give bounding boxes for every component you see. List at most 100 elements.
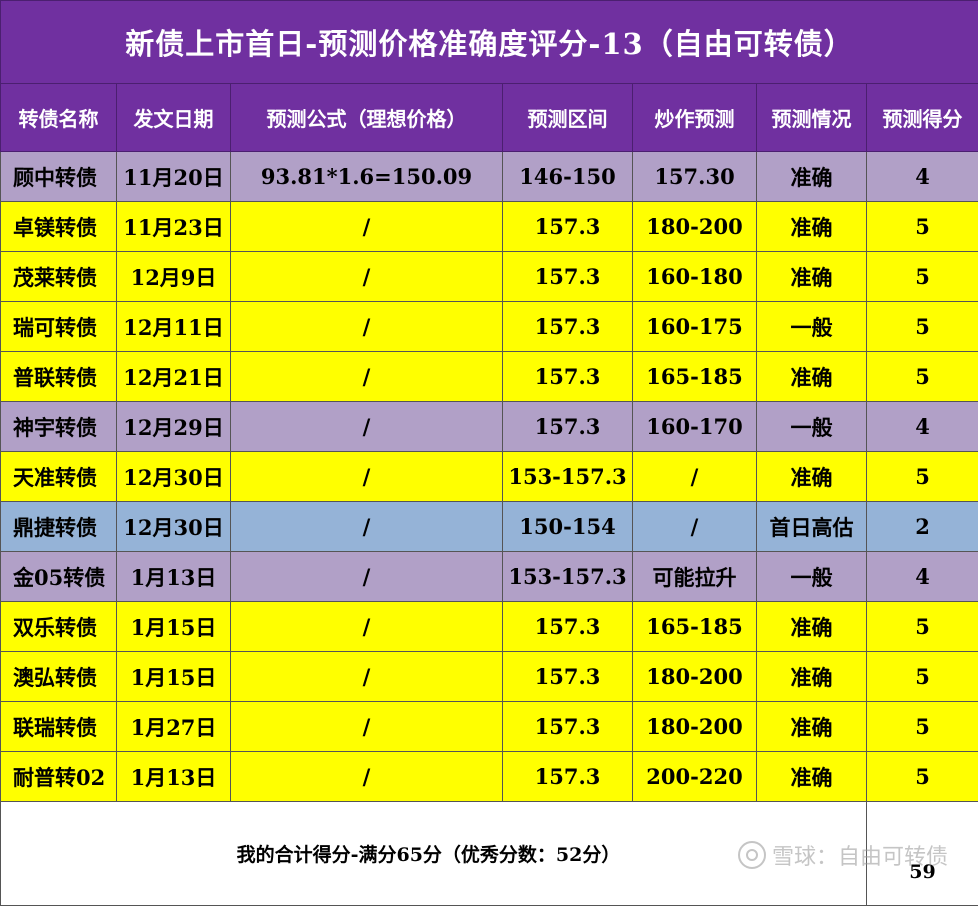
cell-range: 157.3 xyxy=(503,202,633,252)
cell-status: 准确 xyxy=(757,652,867,702)
cell-date: 1月15日 xyxy=(117,652,231,702)
watermark-text: 雪球：自由可转债 xyxy=(772,839,948,871)
cell-formula: / xyxy=(231,202,503,252)
cell-range: 157.3 xyxy=(503,402,633,452)
cell-date: 12月11日 xyxy=(117,302,231,352)
cell-name: 澳弘转债 xyxy=(1,652,117,702)
cell-name: 鼎捷转债 xyxy=(1,502,117,552)
cell-hype: 180-200 xyxy=(633,702,757,752)
cell-range: 153-157.3 xyxy=(503,552,633,602)
cell-score: 5 xyxy=(867,302,978,352)
cell-range: 157.3 xyxy=(503,302,633,352)
header-date: 发文日期 xyxy=(117,84,231,152)
cell-status: 准确 xyxy=(757,602,867,652)
cell-status: 一般 xyxy=(757,302,867,352)
cell-status: 一般 xyxy=(757,402,867,452)
cell-hype: 160-175 xyxy=(633,302,757,352)
cell-formula: / xyxy=(231,702,503,752)
cell-formula: / xyxy=(231,452,503,502)
cell-range: 157.3 xyxy=(503,252,633,302)
cell-score: 4 xyxy=(867,402,978,452)
header-name: 转债名称 xyxy=(1,84,117,152)
cell-date: 12月29日 xyxy=(117,402,231,452)
cell-status: 首日高估 xyxy=(757,502,867,552)
cell-status: 准确 xyxy=(757,202,867,252)
cell-score: 5 xyxy=(867,752,978,802)
cell-score: 5 xyxy=(867,252,978,302)
cell-date: 12月30日 xyxy=(117,502,231,552)
cell-formula: / xyxy=(231,352,503,402)
cell-formula: 93.81*1.6=150.09 xyxy=(231,152,503,202)
header-range: 预测区间 xyxy=(503,84,633,152)
page-title: 新债上市首日-预测价格准确度评分-13（自由可转债） xyxy=(1,1,978,84)
cell-status: 准确 xyxy=(757,752,867,802)
cell-range: 157.3 xyxy=(503,702,633,752)
cell-hype: 180-200 xyxy=(633,652,757,702)
cell-status: 准确 xyxy=(757,352,867,402)
cell-name: 天准转债 xyxy=(1,452,117,502)
cell-score: 4 xyxy=(867,152,978,202)
cell-name: 耐普转02 xyxy=(1,752,117,802)
cell-score: 5 xyxy=(867,452,978,502)
cell-formula: / xyxy=(231,302,503,352)
cell-score: 5 xyxy=(867,202,978,252)
cell-name: 神宇转债 xyxy=(1,402,117,452)
cell-score: 5 xyxy=(867,652,978,702)
cell-formula: / xyxy=(231,402,503,452)
cell-date: 12月30日 xyxy=(117,452,231,502)
cell-hype: 180-200 xyxy=(633,202,757,252)
header-score: 预测得分 xyxy=(867,84,978,152)
cell-score: 5 xyxy=(867,602,978,652)
cell-date: 12月21日 xyxy=(117,352,231,402)
cell-status: 准确 xyxy=(757,702,867,752)
cell-hype: / xyxy=(633,502,757,552)
cell-range: 150-154 xyxy=(503,502,633,552)
cell-hype: 165-185 xyxy=(633,602,757,652)
header-formula: 预测公式（理想价格） xyxy=(231,84,503,152)
cell-date: 1月13日 xyxy=(117,552,231,602)
cell-score: 2 xyxy=(867,502,978,552)
cell-score: 5 xyxy=(867,702,978,752)
cell-hype: / xyxy=(633,452,757,502)
cell-hype: 157.30 xyxy=(633,152,757,202)
cell-date: 12月9日 xyxy=(117,252,231,302)
cell-name: 金05转债 xyxy=(1,552,117,602)
cell-name: 瑞可转债 xyxy=(1,302,117,352)
cell-status: 准确 xyxy=(757,252,867,302)
cell-status: 一般 xyxy=(757,552,867,602)
header-hype: 炒作预测 xyxy=(633,84,757,152)
cell-range: 146-150 xyxy=(503,152,633,202)
cell-name: 卓镁转债 xyxy=(1,202,117,252)
snowball-logo-icon xyxy=(738,841,766,869)
cell-formula: / xyxy=(231,602,503,652)
cell-date: 1月13日 xyxy=(117,752,231,802)
cell-status: 准确 xyxy=(757,452,867,502)
total-label: 我的合计得分-满分65分（优秀分数：52分） xyxy=(1,802,867,906)
cell-hype: 160-180 xyxy=(633,252,757,302)
cell-date: 11月23日 xyxy=(117,202,231,252)
cell-formula: / xyxy=(231,552,503,602)
cell-range: 153-157.3 xyxy=(503,452,633,502)
cell-range: 157.3 xyxy=(503,352,633,402)
cell-name: 联瑞转债 xyxy=(1,702,117,752)
cell-score: 5 xyxy=(867,352,978,402)
cell-name: 顾中转债 xyxy=(1,152,117,202)
cell-date: 1月27日 xyxy=(117,702,231,752)
cell-range: 157.3 xyxy=(503,752,633,802)
watermark: 雪球：自由可转债 xyxy=(738,839,948,871)
cell-range: 157.3 xyxy=(503,602,633,652)
